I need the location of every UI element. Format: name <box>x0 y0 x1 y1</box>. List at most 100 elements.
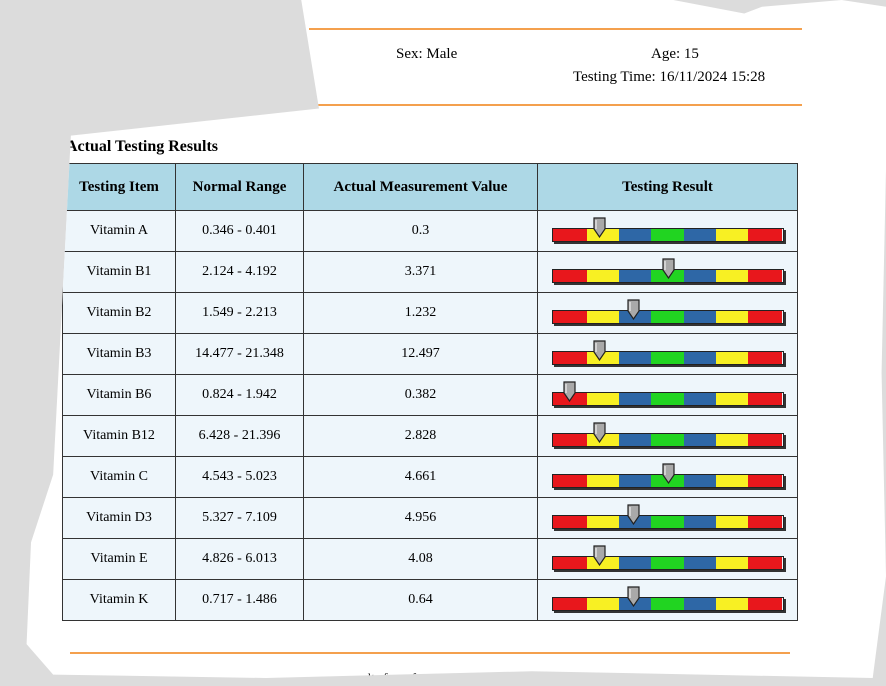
scale-segment-yellow <box>715 475 748 487</box>
scale-segment-yellow <box>587 516 620 528</box>
scale-segment-green <box>651 598 684 610</box>
scale-segment-blue <box>683 352 716 364</box>
scale-segment-red <box>747 598 783 610</box>
scale-segment-blue <box>683 434 716 446</box>
cell-normal-range: 4.543 - 5.023 <box>175 456 304 498</box>
cell-testing-result <box>537 210 798 252</box>
result-marker-icon <box>562 381 576 402</box>
scale-segment-blue <box>619 557 652 569</box>
scale-segment-blue <box>619 270 652 282</box>
cell-actual-value: 0.64 <box>303 579 538 621</box>
cell-normal-range: 6.428 - 21.396 <box>175 415 304 457</box>
scale-segment-red <box>552 229 587 241</box>
scale-segment-blue <box>619 352 652 364</box>
scale-segment-red <box>552 311 587 323</box>
scale-segment-yellow <box>715 557 748 569</box>
scale-segment-red <box>747 393 783 405</box>
cell-testing-result <box>537 333 798 375</box>
sex-label: Sex: Male <box>396 46 458 62</box>
result-marker-icon <box>661 258 675 279</box>
result-marker-icon <box>627 504 640 525</box>
column-header-testing-result: Testing Result <box>537 163 798 211</box>
scale-segment-red <box>747 434 783 446</box>
scale-segment-blue <box>619 393 652 405</box>
result-marker-icon <box>592 422 606 443</box>
age-label: Age: 15 <box>651 46 699 62</box>
cell-testing-result <box>537 292 798 334</box>
cell-normal-range: 5.327 - 7.109 <box>175 497 304 539</box>
scale-segment-red <box>747 352 783 364</box>
scale-segment-green <box>651 516 684 528</box>
table-row: Vitamin B12 6.428 - 21.396 2.828 <box>62 415 798 457</box>
cell-actual-value: 4.661 <box>303 456 538 498</box>
cell-testing-item: Vitamin B1 <box>62 251 176 293</box>
scale-segment-red <box>747 475 783 487</box>
table-row: Vitamin B3 14.477 - 21.348 12.497 <box>62 333 798 375</box>
table-header-row: Testing Item Normal Range Actual Measure… <box>62 163 798 211</box>
cell-actual-value: 4.08 <box>303 538 538 580</box>
scale-segment-blue <box>683 311 716 323</box>
cell-testing-item: Vitamin C <box>62 456 176 498</box>
result-scale-bar <box>551 422 784 447</box>
scale-segment-red <box>552 270 587 282</box>
result-scale-bar <box>551 340 784 365</box>
header-top-rule <box>309 28 802 30</box>
result-marker-icon <box>627 586 640 607</box>
result-marker-icon <box>592 217 606 238</box>
footnote: results for reference only <box>346 670 477 685</box>
scale-segment-green <box>651 557 684 569</box>
scale-segment-blue <box>683 393 716 405</box>
cell-testing-item: Vitamin B6 <box>62 374 176 416</box>
scale-segment-yellow <box>715 229 748 241</box>
table-row: Vitamin C 4.543 - 5.023 4.661 <box>62 456 798 498</box>
scale-segment-blue <box>619 229 652 241</box>
cell-normal-range: 4.826 - 6.013 <box>175 538 304 580</box>
table-row: Vitamin D3 5.327 - 7.109 4.956 <box>62 497 798 539</box>
cell-normal-range: 0.346 - 0.401 <box>175 210 304 252</box>
scale-segment-yellow <box>715 352 748 364</box>
scale-segment-yellow <box>587 311 620 323</box>
cell-actual-value: 12.497 <box>303 333 538 375</box>
column-header-actual-value: Actual Measurement Value <box>303 163 538 211</box>
scale-segment-red <box>552 557 587 569</box>
scale-segment-blue <box>683 229 716 241</box>
scale-segment-blue <box>619 434 652 446</box>
cell-actual-value: 0.382 <box>303 374 538 416</box>
scale-segment-blue <box>619 475 652 487</box>
cell-actual-value: 0.3 <box>303 210 538 252</box>
result-scale-bar <box>551 586 784 611</box>
cell-testing-result <box>537 251 798 293</box>
scale-segment-red <box>747 557 783 569</box>
result-marker-icon <box>627 299 640 320</box>
cell-testing-item: Vitamin B2 <box>62 292 176 334</box>
scale-segment-red <box>552 434 587 446</box>
scale-segment-red <box>552 475 587 487</box>
result-scale-bar <box>551 217 784 242</box>
scale-segment-yellow <box>715 270 748 282</box>
cell-testing-result <box>537 456 798 498</box>
table-row: Vitamin A 0.346 - 0.401 0.3 <box>62 210 798 252</box>
cell-testing-item: Vitamin E <box>62 538 176 580</box>
table-row: Vitamin K 0.717 - 1.486 0.64 <box>62 579 798 621</box>
cell-testing-result <box>537 497 798 539</box>
scale-segment-red <box>747 229 783 241</box>
result-scale-bar <box>551 381 784 406</box>
scale-segment-red <box>747 311 783 323</box>
scale-segment-green <box>651 352 684 364</box>
scale-segment-yellow <box>715 434 748 446</box>
table-row: Vitamin B1 2.124 - 4.192 3.371 <box>62 251 798 293</box>
cell-normal-range: 0.717 - 1.486 <box>175 579 304 621</box>
result-scale-bar <box>551 463 784 488</box>
header-bottom-rule <box>252 104 802 106</box>
cell-actual-value: 3.371 <box>303 251 538 293</box>
scale-segment-yellow <box>587 598 620 610</box>
scale-segment-red <box>747 516 783 528</box>
result-marker-icon <box>592 545 606 566</box>
scale-segment-yellow <box>715 598 748 610</box>
cell-testing-result <box>537 374 798 416</box>
cell-testing-result <box>537 415 798 457</box>
result-marker-icon <box>661 463 675 484</box>
scale-segment-blue <box>683 516 716 528</box>
scale-segment-yellow <box>587 475 620 487</box>
cell-normal-range: 2.124 - 4.192 <box>175 251 304 293</box>
